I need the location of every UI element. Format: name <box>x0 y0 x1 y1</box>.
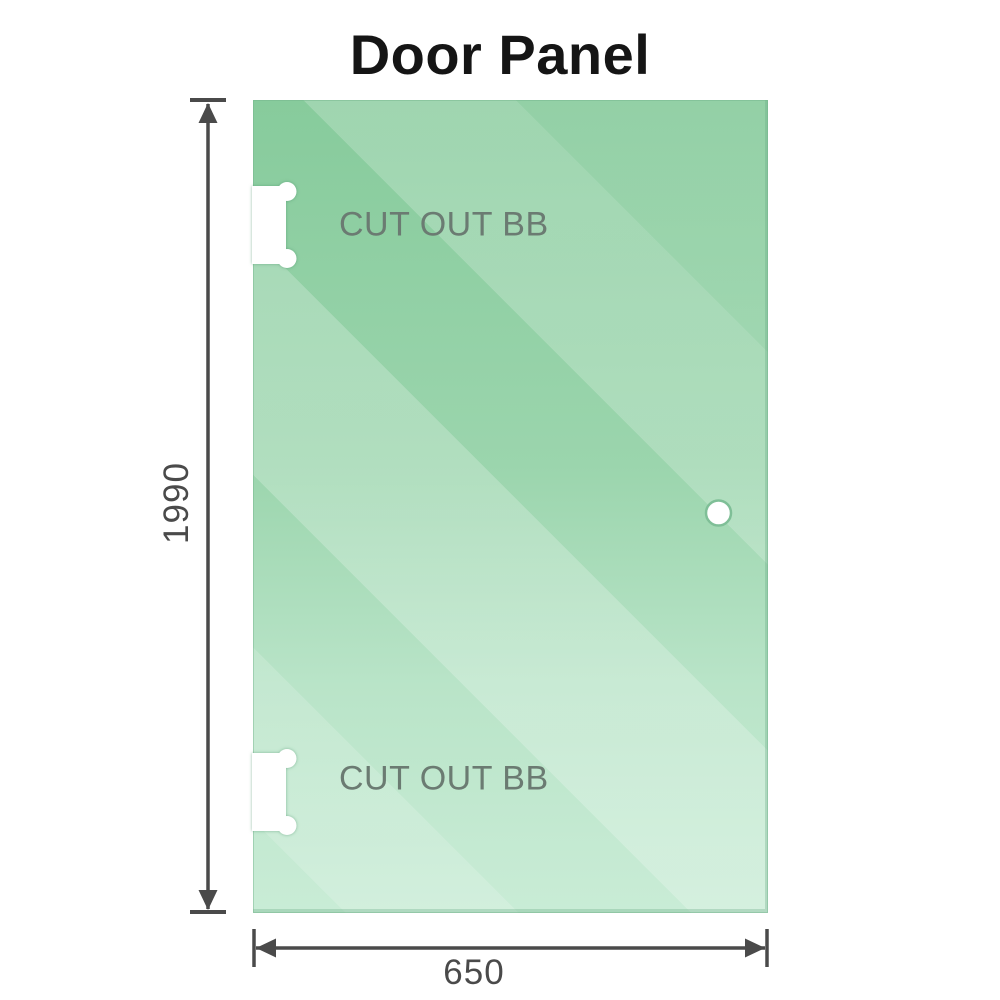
hinge-cutout-top-icon <box>252 182 297 268</box>
hinge-cutout-bottom-lower-lobe <box>277 816 297 835</box>
width-dimension-arrowhead-right <box>745 938 765 958</box>
hinge-cutout-bottom-icon <box>252 749 297 835</box>
cutout-label-bottom: CUT OUT BB <box>339 759 549 798</box>
glass-panel <box>253 100 768 913</box>
width-dimension-arrowhead-left <box>256 938 276 958</box>
hinge-cutout-top-lower-lobe <box>277 249 297 268</box>
width-dimension-label: 650 <box>443 953 505 992</box>
hinge-cutout-top-notch <box>252 186 286 264</box>
hinge-cutout-top-upper-lobe <box>277 182 297 201</box>
hinge-cutout-bottom-upper-lobe <box>277 749 297 768</box>
height-dimension-arrowhead-down <box>198 890 218 910</box>
height-dimension-arrowhead-up <box>198 103 218 123</box>
height-dimension-arrow <box>190 98 226 914</box>
cutout-label-top: CUT OUT BB <box>339 205 549 244</box>
width-dimension-arrow <box>252 929 769 967</box>
handle-hole-icon <box>704 499 733 527</box>
hinge-cutout-bottom-notch <box>252 753 286 831</box>
page-title: Door Panel <box>349 23 651 86</box>
